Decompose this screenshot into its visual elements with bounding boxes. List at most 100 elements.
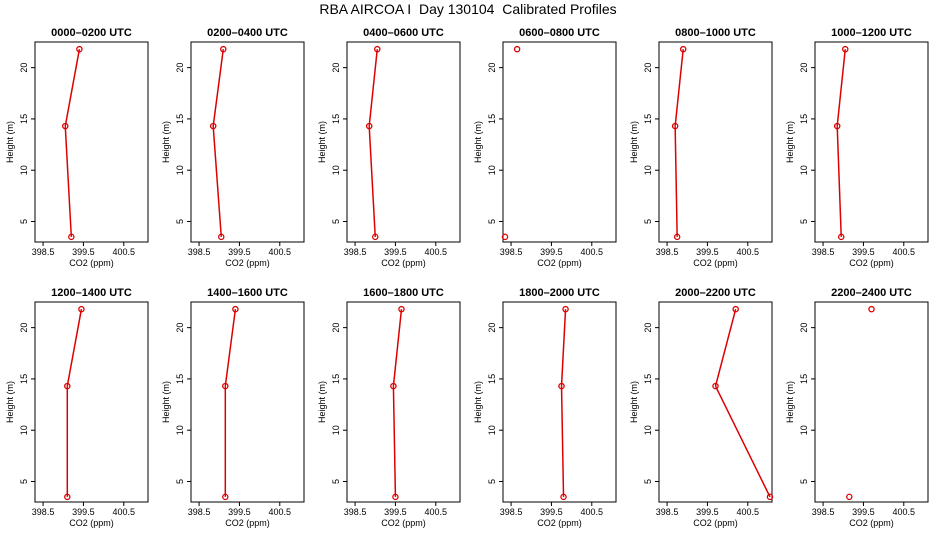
y-tick-label: 20 (175, 323, 185, 333)
panel-2: 0200–0400 UTC 398.5 399.5 400.5 5 10 15 20 CO2 (… (161, 27, 305, 268)
x-tick-label: 399.5 (72, 507, 95, 517)
y-tick-label: 20 (487, 63, 497, 73)
x-tick-label: 399.5 (696, 247, 719, 257)
plot-frame (502, 301, 617, 503)
y-tick-label: 15 (175, 374, 185, 384)
x-axis-label: CO2 (ppm) (537, 258, 582, 268)
x-tick-label: 399.5 (540, 247, 563, 257)
figure-title: RBA AIRCOA I Day 130104 Calibrated Profi… (319, 1, 617, 17)
x-tick-label: 399.5 (540, 507, 563, 517)
x-tick-label: 399.5 (228, 507, 251, 517)
series-line (392, 309, 403, 387)
panel-3: 0400–0600 UTC 398.5 399.5 400.5 5 10 15 20 CO2 (… (317, 27, 461, 268)
y-tick-label: 20 (331, 63, 341, 73)
data-point (513, 45, 521, 53)
data-point (390, 382, 397, 390)
x-axis-label: CO2 (ppm) (693, 518, 738, 528)
y-tick-label: 5 (175, 479, 185, 484)
panel-title: 0000–0200 UTC (51, 27, 132, 39)
series-line (64, 126, 73, 237)
panel-10: 1800–2000 UTC 398.5 399.5 400.5 5 10 15 20 CO2 (… (473, 287, 617, 528)
series-line (368, 49, 379, 127)
x-axis-label: CO2 (ppm) (537, 518, 582, 528)
x-tick-label: 400.5 (113, 247, 136, 257)
y-tick-label: 15 (331, 374, 341, 384)
series-line (368, 126, 376, 237)
x-tick-label: 400.5 (581, 247, 604, 257)
y-tick-label: 10 (487, 425, 497, 435)
y-tick-label: 15 (175, 114, 185, 124)
series-line (66, 309, 83, 387)
x-axis-label: CO2 (ppm) (381, 258, 426, 268)
y-tick-label: 15 (331, 114, 341, 124)
series-line (714, 385, 771, 498)
data-point (220, 45, 227, 53)
x-tick-label: 400.5 (737, 507, 760, 517)
y-tick-label: 5 (799, 479, 809, 484)
data-point (833, 122, 841, 130)
plot-frame (658, 41, 773, 243)
series-line (212, 49, 225, 127)
plot-frame (34, 301, 149, 503)
y-axis-label: Height (m) (5, 381, 15, 423)
y-tick-label: 5 (487, 479, 497, 484)
x-tick-label: 400.5 (893, 507, 916, 517)
x-tick-label: 400.5 (581, 507, 604, 517)
y-axis-label: Height (m) (317, 381, 327, 423)
plot-frame (502, 41, 617, 243)
panel-12: 2200–2400 UTC 398.5 399.5 400.5 5 10 15 20 CO2 (… (785, 287, 929, 528)
x-tick-label: 398.5 (656, 507, 679, 517)
plot-frame (658, 301, 773, 503)
data-point (398, 305, 405, 313)
panel-title: 0600–0800 UTC (519, 27, 600, 39)
y-axis-label: Height (m) (785, 381, 795, 423)
y-tick-label: 15 (643, 374, 653, 384)
y-tick-label: 20 (487, 323, 497, 333)
x-tick-label: 398.5 (32, 247, 55, 257)
y-tick-label: 20 (19, 323, 29, 333)
y-tick-label: 15 (487, 114, 497, 124)
panel-title: 1800–2000 UTC (519, 287, 600, 299)
y-tick-label: 15 (487, 374, 497, 384)
x-tick-label: 400.5 (269, 507, 292, 517)
panel-4: 0600–0800 UTC 398.5 399.5 400.5 5 10 15 20 CO2 (… (473, 27, 617, 268)
y-axis-label: Height (m) (161, 121, 171, 163)
y-tick-label: 15 (19, 114, 29, 124)
panel-7: 1200–1400 UTC 398.5 399.5 400.5 5 10 15 20 CO2 (… (5, 287, 149, 528)
y-axis-label: Height (m) (317, 121, 327, 163)
data-point (842, 45, 849, 53)
y-tick-label: 5 (799, 219, 809, 224)
data-point (671, 122, 679, 130)
data-point (371, 233, 379, 241)
data-point (365, 122, 373, 130)
plot-frame (190, 301, 305, 503)
x-tick-label: 399.5 (852, 507, 875, 517)
x-tick-label: 400.5 (893, 247, 916, 257)
x-axis-label: CO2 (ppm) (693, 258, 738, 268)
x-tick-label: 400.5 (425, 507, 448, 517)
y-tick-label: 10 (331, 425, 341, 435)
series-line (714, 308, 737, 387)
y-tick-label: 10 (643, 425, 653, 435)
data-point (232, 305, 239, 313)
y-tick-label: 15 (799, 114, 809, 124)
x-axis-label: CO2 (ppm) (849, 518, 894, 528)
panel-title: 1600–1800 UTC (363, 287, 444, 299)
data-point (64, 382, 71, 390)
y-tick-label: 20 (643, 323, 653, 333)
y-tick-label: 15 (19, 374, 29, 384)
data-point (76, 45, 83, 53)
plot-frame (346, 301, 461, 503)
series-line (836, 126, 842, 237)
panel-9: 1600–1800 UTC 398.5 399.5 400.5 5 10 15 20 CO2 (… (317, 287, 461, 528)
data-point (392, 493, 399, 501)
data-point (562, 305, 569, 313)
y-tick-label: 20 (19, 63, 29, 73)
x-axis-label: CO2 (ppm) (225, 518, 270, 528)
x-axis-label: CO2 (ppm) (225, 258, 270, 268)
x-tick-label: 399.5 (852, 247, 875, 257)
x-tick-label: 398.5 (188, 507, 211, 517)
y-tick-label: 10 (643, 165, 653, 175)
panel-title: 1000–1200 UTC (831, 27, 912, 39)
